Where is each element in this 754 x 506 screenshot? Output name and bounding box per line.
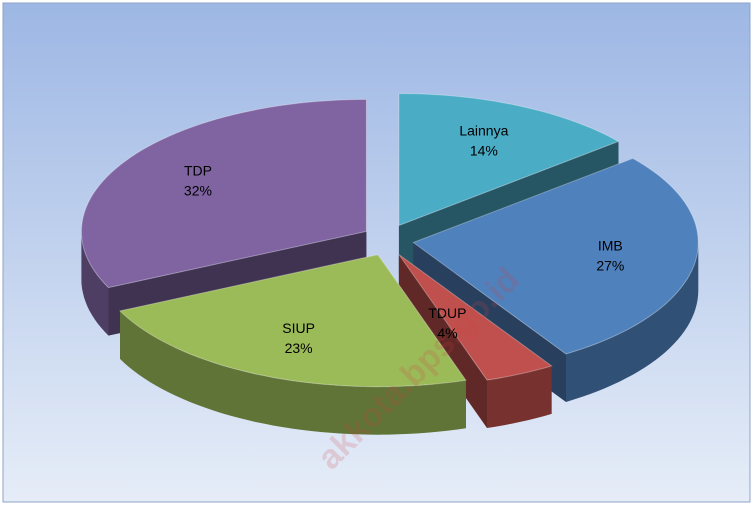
slice-value-label: 4% xyxy=(437,325,457,341)
slice-value-label: 32% xyxy=(184,183,212,199)
slice-side xyxy=(487,365,552,428)
slice-label: Lainnya xyxy=(459,123,508,139)
slice xyxy=(118,254,467,388)
slice-value-label: 23% xyxy=(285,340,313,356)
slice xyxy=(398,92,620,227)
slice xyxy=(398,254,553,381)
pie: Lainnya 14% IMB 27% TDUP 4% SIUP 23% TDP 32% xyxy=(80,92,699,435)
slice-value-label: 27% xyxy=(596,258,624,274)
slice-side xyxy=(81,231,109,336)
slice-value-label: 14% xyxy=(470,143,498,159)
slice-label: IMB xyxy=(598,238,623,254)
slice-label: SIUP xyxy=(282,320,315,336)
slice-side xyxy=(120,310,466,435)
slice-label: TDP xyxy=(184,163,212,179)
slice xyxy=(80,98,367,289)
slice-side xyxy=(566,242,699,402)
slice-label: TDUP xyxy=(428,305,466,321)
slice xyxy=(412,157,699,355)
